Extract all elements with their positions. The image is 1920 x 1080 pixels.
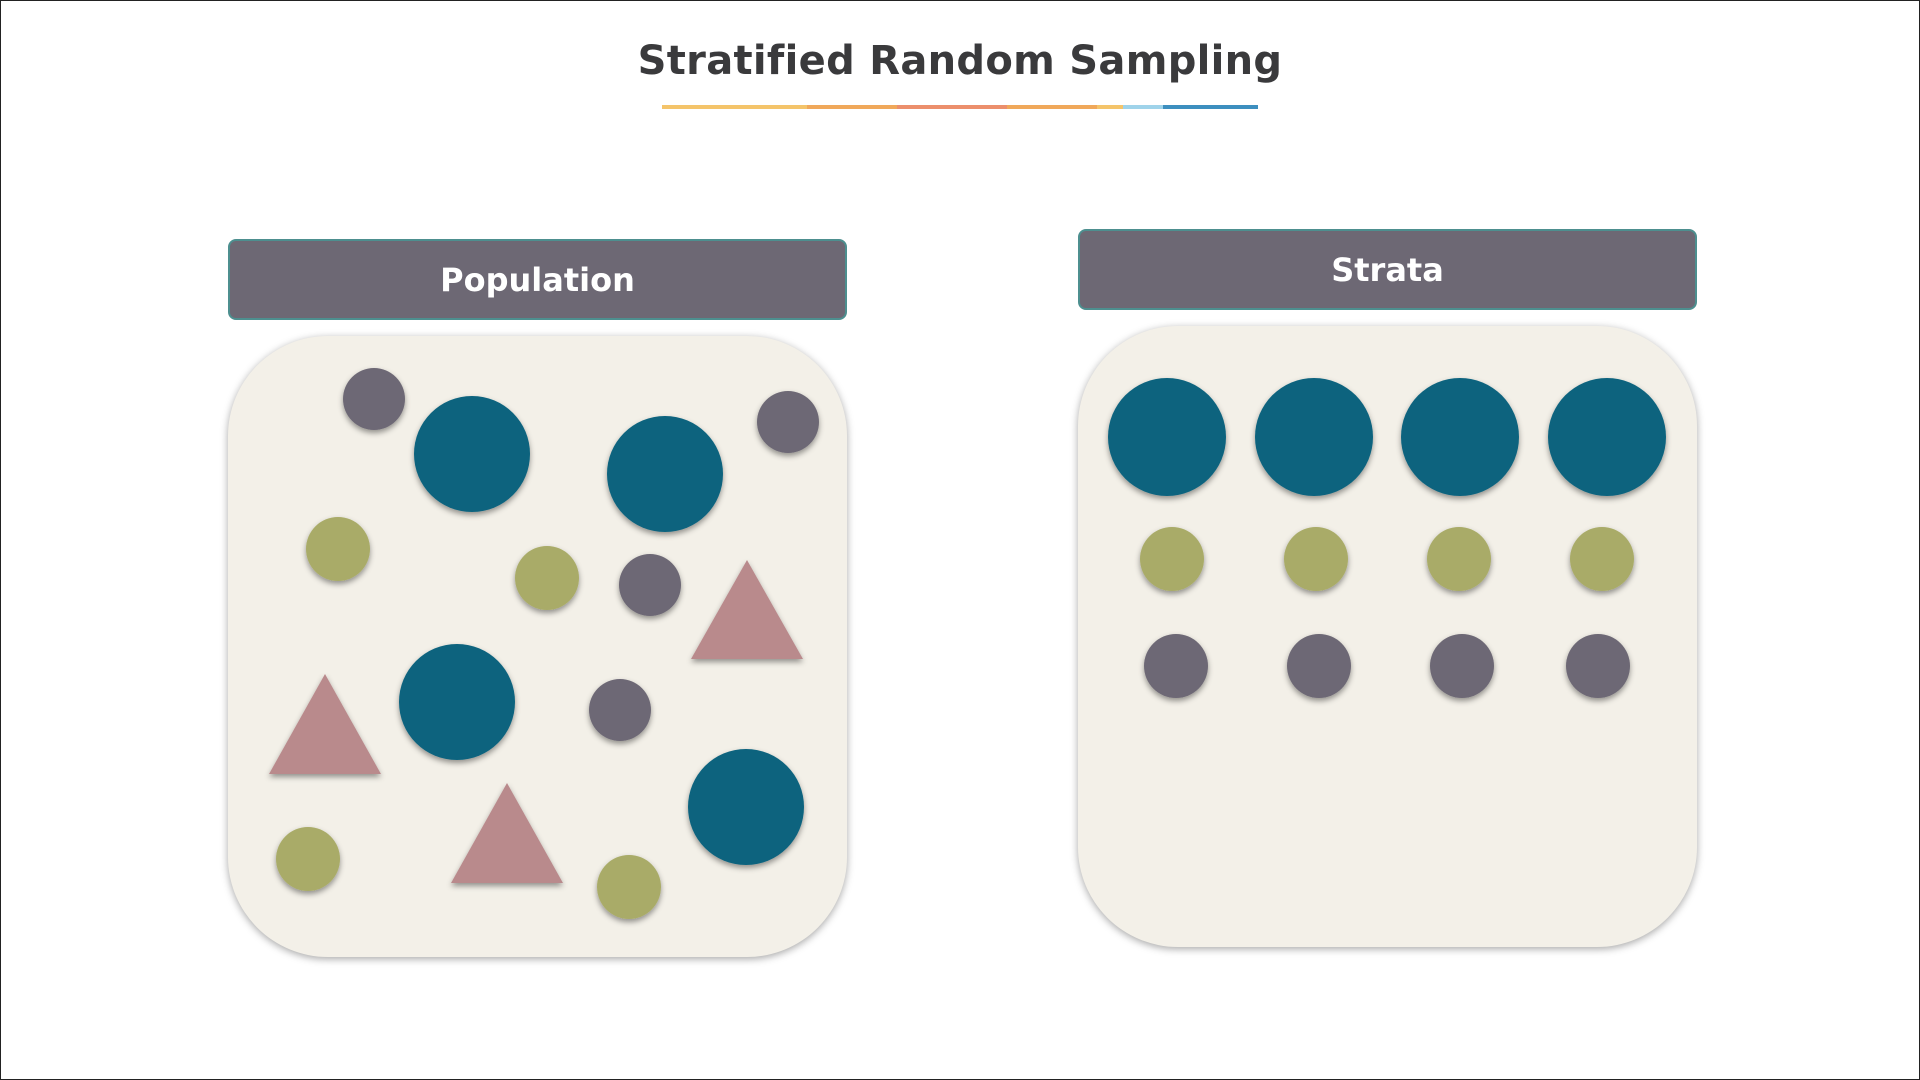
gray-circle — [757, 391, 819, 453]
olive-circle — [1427, 527, 1491, 591]
olive-circle — [597, 855, 661, 919]
olive-circle — [1284, 527, 1348, 591]
pink-triangle — [451, 783, 563, 883]
teal-circle — [414, 396, 530, 512]
population-header: Population — [228, 239, 847, 320]
strata-header: Strata — [1078, 229, 1697, 310]
teal-circle — [607, 416, 723, 532]
olive-circle — [515, 546, 579, 610]
olive-circle — [306, 517, 370, 581]
olive-circle — [1140, 527, 1204, 591]
gray-circle — [1287, 634, 1351, 698]
teal-circle — [1108, 378, 1226, 496]
title-underline — [662, 105, 1258, 109]
teal-circle — [1548, 378, 1666, 496]
gray-circle — [343, 368, 405, 430]
teal-circle — [688, 749, 804, 865]
strata-shapes — [1108, 378, 1666, 698]
population-label: Population — [440, 260, 635, 299]
teal-circle — [1401, 378, 1519, 496]
page-title: Stratified Random Sampling — [637, 38, 1283, 84]
gray-circle — [1144, 634, 1208, 698]
strata-label: Strata — [1331, 250, 1444, 289]
teal-circle — [1255, 378, 1373, 496]
population-shapes — [269, 368, 819, 919]
gray-circle — [1566, 634, 1630, 698]
pink-triangle — [691, 560, 803, 659]
olive-circle — [1570, 527, 1634, 591]
teal-circle — [399, 644, 515, 760]
gray-circle — [1430, 634, 1494, 698]
olive-circle — [276, 827, 340, 891]
pink-triangle — [269, 674, 381, 774]
gray-circle — [619, 554, 681, 616]
gray-circle — [589, 679, 651, 741]
